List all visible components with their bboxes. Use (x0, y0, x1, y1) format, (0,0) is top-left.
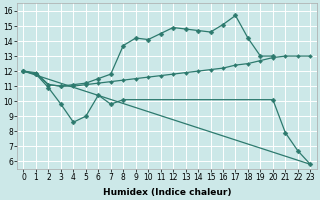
X-axis label: Humidex (Indice chaleur): Humidex (Indice chaleur) (103, 188, 231, 197)
